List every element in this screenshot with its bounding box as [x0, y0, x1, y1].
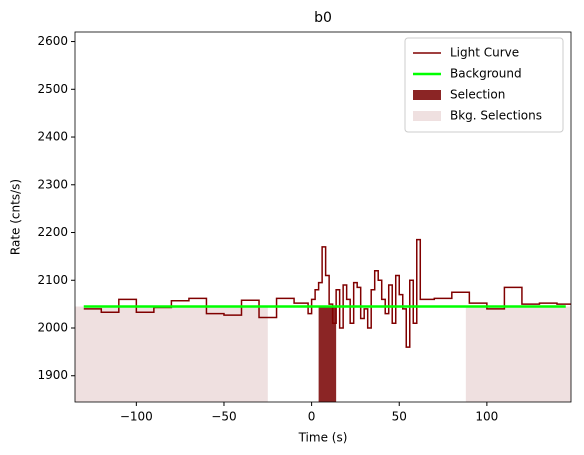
legend-label: Selection — [450, 88, 505, 102]
y-tick-label: 2100 — [37, 273, 68, 287]
x-tick-label: −100 — [120, 410, 153, 424]
chart-title: b0 — [314, 10, 332, 26]
legend-swatch — [413, 90, 441, 100]
y-axis-label: Rate (cnts/s) — [9, 179, 23, 255]
y-tick-label: 2300 — [37, 177, 68, 191]
x-axis-label: Time (s) — [298, 431, 348, 445]
x-tick-label: 100 — [475, 410, 498, 424]
legend-swatch — [413, 111, 441, 121]
x-tick-label: 50 — [392, 410, 407, 424]
legend-label: Light Curve — [450, 46, 519, 60]
light-curve — [83, 238, 571, 348]
y-tick-label: 2500 — [37, 82, 68, 96]
legend-label: Bkg. Selections — [450, 109, 542, 123]
region — [465, 306, 571, 402]
legend-box — [404, 37, 564, 133]
y-tick-label: 2200 — [37, 225, 68, 239]
plot-frame — [74, 31, 572, 403]
region — [75, 306, 268, 402]
y-tick-label: 2000 — [37, 321, 68, 335]
legend-label: Background — [450, 67, 522, 81]
y-tick-label: 1900 — [37, 368, 68, 382]
x-tick-label: −50 — [211, 410, 236, 424]
x-tick-label: 0 — [308, 410, 316, 424]
y-tick-label: 2600 — [37, 34, 68, 48]
region — [318, 306, 337, 402]
y-tick-label: 2400 — [37, 130, 68, 144]
